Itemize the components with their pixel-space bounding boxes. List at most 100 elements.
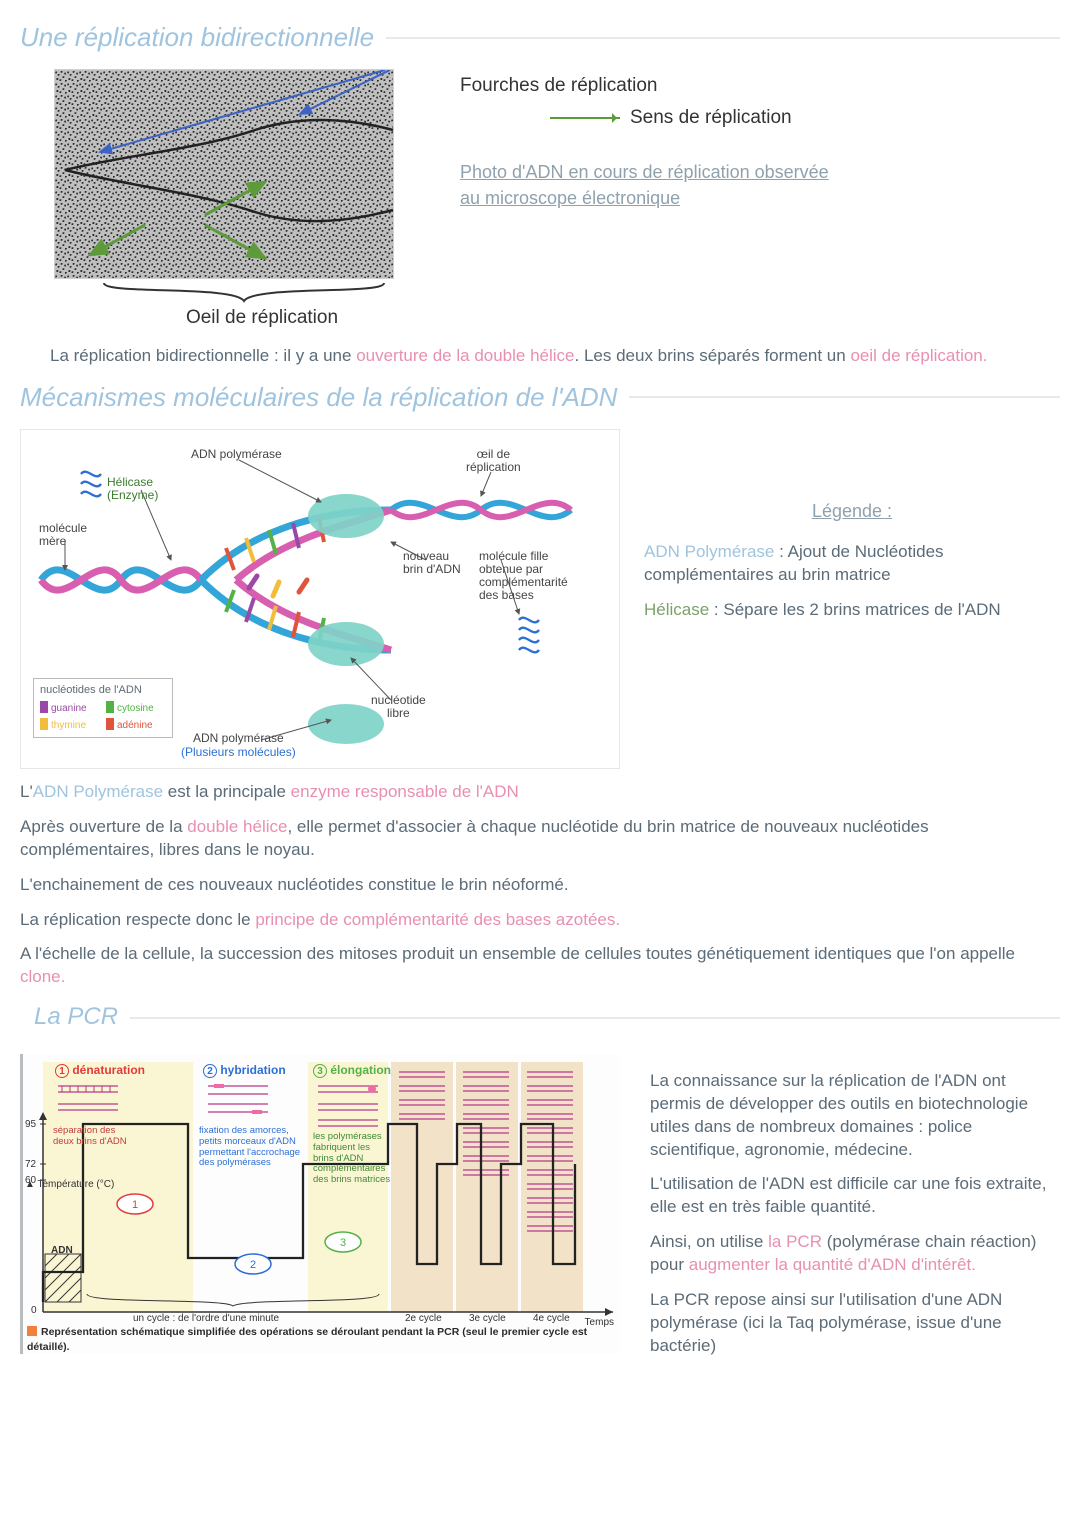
s2-p1: L'ADN Polymérase est la principale enzym… <box>20 781 1060 804</box>
svg-text:3: 3 <box>340 1237 346 1249</box>
lab-nuclibre: nucléotide libre <box>371 694 426 720</box>
nuc-box-title: nucléotides de l'ADN <box>40 683 166 698</box>
section1-figure: Oeil de réplication Fourches de réplicat… <box>54 69 1060 331</box>
t: élongation <box>330 1063 391 1077</box>
lab-nouveau: nouveau brin d'ADN <box>403 550 461 576</box>
lab-adnpoly: ADN polymérase <box>191 448 282 461</box>
lab-plusieurs: (Plusieurs molécules) <box>181 746 296 759</box>
s2-p2: Après ouverture de la double hélice, ell… <box>20 816 1060 862</box>
step1-desc: séparation des deux brins d'ADN <box>53 1126 127 1148</box>
y-axis-label: ▲ Température (°C) <box>25 1178 114 1192</box>
sens-row: Sens de réplication <box>550 105 1060 131</box>
s1p-c: . Les deux brins séparés forment un <box>575 346 851 365</box>
t: augmenter la quantité d'ADN d'intérêt. <box>689 1255 976 1274</box>
section2-title: Mécanismes moléculaires de la réplicatio… <box>20 380 1060 415</box>
cycle-2: 2e cycle <box>405 1312 442 1326</box>
pcr-diagram: 1 2 3 1 dénaturation 2 hybridation 3 élo… <box>20 1054 620 1354</box>
s3-p3: Ainsi, on utilise la PCR (polymérase cha… <box>650 1231 1060 1277</box>
adn-label: ADN <box>51 1244 73 1258</box>
step3-label: 3 élongation <box>313 1062 391 1078</box>
arrow-right-icon <box>550 117 620 119</box>
ytick-72: 72 <box>25 1158 36 1172</box>
svg-text:2: 2 <box>250 1259 256 1271</box>
nuc-grid: guaninecytosinethymineadénine <box>40 701 166 733</box>
s3-p1: La connaissance sur la réplication de l'… <box>650 1070 1060 1162</box>
svg-text:1: 1 <box>132 1199 138 1211</box>
lab-mere: molécule mère <box>39 522 87 548</box>
nucleotide-legend-box: nucléotides de l'ADN guaninecytosinethym… <box>33 678 173 738</box>
t: L' <box>20 782 33 801</box>
ytick-95: 95 <box>25 1118 36 1132</box>
t: la PCR <box>768 1232 822 1251</box>
leg1-key: ADN Polymérase <box>644 542 774 561</box>
t: Représentation schématique simplifiée de… <box>27 1326 587 1352</box>
leg2-val: : Sépare les 2 brins matrices de l'ADN <box>709 600 1000 619</box>
step3-desc: les polymérases fabriquent les brins d'A… <box>313 1132 390 1187</box>
rule <box>130 1017 1060 1019</box>
micro-caption: Photo d'ADN en cours de réplication obse… <box>460 160 1060 210</box>
square-icon <box>27 1326 37 1336</box>
section3-title: La PCR <box>34 1001 1060 1033</box>
t: hybridation <box>220 1063 285 1077</box>
section1-right: Fourches de réplication Sens de réplicat… <box>460 69 1060 331</box>
micro-wrap: Oeil de réplication <box>54 69 434 331</box>
nuc-item: adénine <box>106 718 166 733</box>
fourches-label: Fourches de réplication <box>460 73 1060 99</box>
lab-oeil: œil de réplication <box>466 448 521 474</box>
cycle-4: 4e cycle <box>533 1312 570 1326</box>
micro-overlay-svg <box>55 70 395 280</box>
nuc-item: cytosine <box>106 701 166 716</box>
oeil-label: Oeil de réplication <box>72 305 452 331</box>
electron-micrograph <box>54 69 394 279</box>
section1-title: Une réplication bidirectionnelle <box>20 20 1060 55</box>
rule <box>629 396 1060 398</box>
nuc-item: guanine <box>40 701 100 716</box>
s2-p3: L'enchainement de ces nouveaux nucléotid… <box>20 874 1060 897</box>
s3-p2: L'utilisation de l'ADN est difficile car… <box>650 1173 1060 1219</box>
legend-item-1: ADN Polymérase : Ajout de Nucléotides co… <box>644 541 1060 587</box>
caption-l2: au microscope électronique <box>460 188 680 208</box>
sens-label: Sens de réplication <box>630 105 792 131</box>
s1p-a: La réplication bidirectionnelle : il y a… <box>50 346 356 365</box>
section1-title-text: Une réplication bidirectionnelle <box>20 20 374 55</box>
lab-adnpoly2: ADN polymérase <box>193 732 284 745</box>
rule <box>386 37 1060 39</box>
leg2-key: Hélicase <box>644 600 709 619</box>
ytick-0: 0 <box>31 1304 37 1318</box>
t: enzyme responsable de l'ADN <box>291 782 519 801</box>
pcr-caption: Représentation schématique simplifiée de… <box>27 1325 616 1353</box>
s1p-d: oeil de réplication. <box>850 346 987 365</box>
section2-row: ADN polymérase Hélicase (Enzyme) molécul… <box>20 429 1060 769</box>
cycle-label: un cycle : de l'ordre d'une minute <box>133 1312 279 1326</box>
section3-row: 1 2 3 1 dénaturation 2 hybridation 3 élo… <box>20 1054 1060 1370</box>
s3-p4: La PCR repose ainsi sur l'utilisation d'… <box>650 1289 1060 1358</box>
section3-text: La connaissance sur la réplication de l'… <box>650 1054 1060 1370</box>
t: double hélice <box>187 817 287 836</box>
s1p-b: ouverture de la double hélice <box>356 346 574 365</box>
step1-label: 1 dénaturation <box>55 1062 145 1078</box>
s2-p4: La réplication respecte donc le principe… <box>20 909 1060 932</box>
t: Après ouverture de la <box>20 817 187 836</box>
lab-helicase: Hélicase (Enzyme) <box>107 476 158 502</box>
legend-item-2: Hélicase : Sépare les 2 brins matrices d… <box>644 599 1060 622</box>
section3-title-text: La PCR <box>34 1001 118 1033</box>
pcr-svg: 1 2 3 <box>23 1054 623 1354</box>
t: Ainsi, on utilise <box>650 1232 768 1251</box>
section2-title-text: Mécanismes moléculaires de la réplicatio… <box>20 380 617 415</box>
replication-diagram: ADN polymérase Hélicase (Enzyme) molécul… <box>20 429 620 769</box>
t: La réplication respecte donc le <box>20 910 255 929</box>
t: est la principale <box>163 782 291 801</box>
t: A l'échelle de la cellule, la succession… <box>20 944 1015 963</box>
t: clone. <box>20 967 65 986</box>
t: principe de complémentarité des bases az… <box>255 910 620 929</box>
brace-icon <box>94 279 394 307</box>
section2-legend: Légende : ADN Polymérase : Ajout de Nucl… <box>644 429 1060 769</box>
cycle-3: 3e cycle <box>469 1312 506 1326</box>
s2-p5: A l'échelle de la cellule, la succession… <box>20 943 1060 989</box>
s1-paragraph: La réplication bidirectionnelle : il y a… <box>50 345 1060 368</box>
ytick-60: 60 <box>25 1174 36 1188</box>
step2-label: 2 hybridation <box>203 1062 286 1078</box>
t: dénaturation <box>72 1063 145 1077</box>
legend-title: Légende : <box>644 499 1060 523</box>
lab-fille: molécule fille obtenue par complémentari… <box>479 550 568 603</box>
